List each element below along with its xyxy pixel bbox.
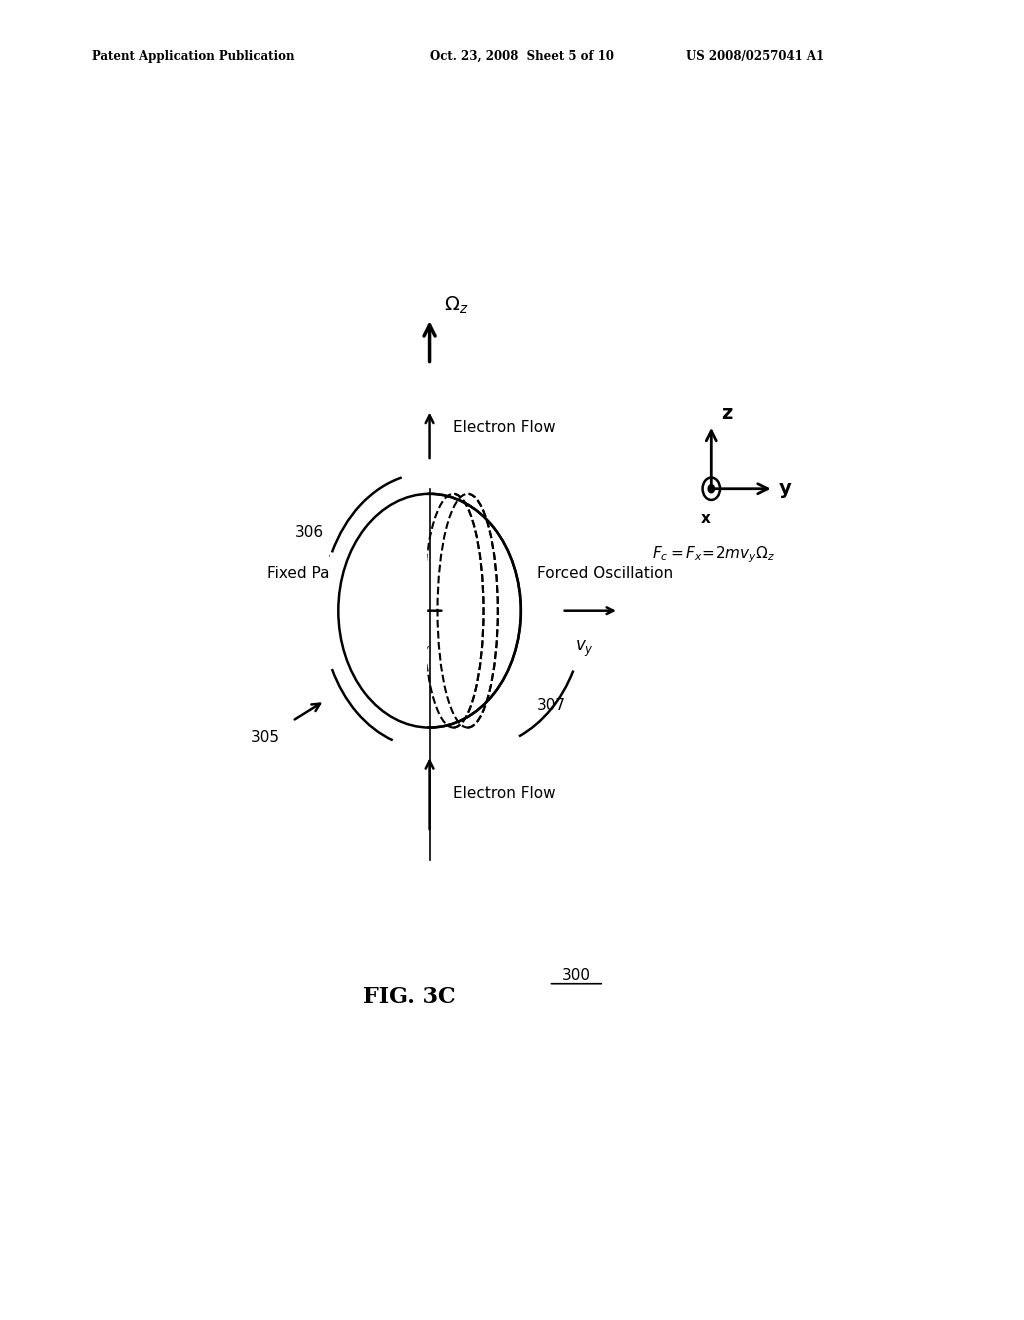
Text: Electron Flow: Electron Flow <box>454 787 556 801</box>
Text: $v_y$: $v_y$ <box>574 639 594 660</box>
Text: z: z <box>722 404 733 422</box>
Bar <box>331 483 426 738</box>
Text: FIG. 3C: FIG. 3C <box>364 986 456 1008</box>
Text: 300: 300 <box>562 968 591 983</box>
Text: y: y <box>778 479 792 498</box>
Text: 306: 306 <box>295 525 324 540</box>
Text: US 2008/0257041 A1: US 2008/0257041 A1 <box>686 50 824 63</box>
Text: x: x <box>700 511 711 527</box>
Text: Fixed Path: Fixed Path <box>267 565 345 581</box>
Text: Forced Oscillation: Forced Oscillation <box>537 565 673 581</box>
Text: Electron Flow: Electron Flow <box>454 420 556 436</box>
Text: Oct. 23, 2008  Sheet 5 of 10: Oct. 23, 2008 Sheet 5 of 10 <box>430 50 614 63</box>
Text: Patent Application Publication: Patent Application Publication <box>92 50 295 63</box>
Text: 305: 305 <box>251 730 280 746</box>
Text: $v_y$: $v_y$ <box>413 639 431 660</box>
Text: 307: 307 <box>537 698 565 713</box>
Text: $F_c = F_x\!=\!2mv_y\Omega_z$: $F_c = F_x\!=\!2mv_y\Omega_z$ <box>652 544 774 565</box>
Text: $\Omega_z$: $\Omega_z$ <box>443 296 468 317</box>
Circle shape <box>709 484 715 492</box>
